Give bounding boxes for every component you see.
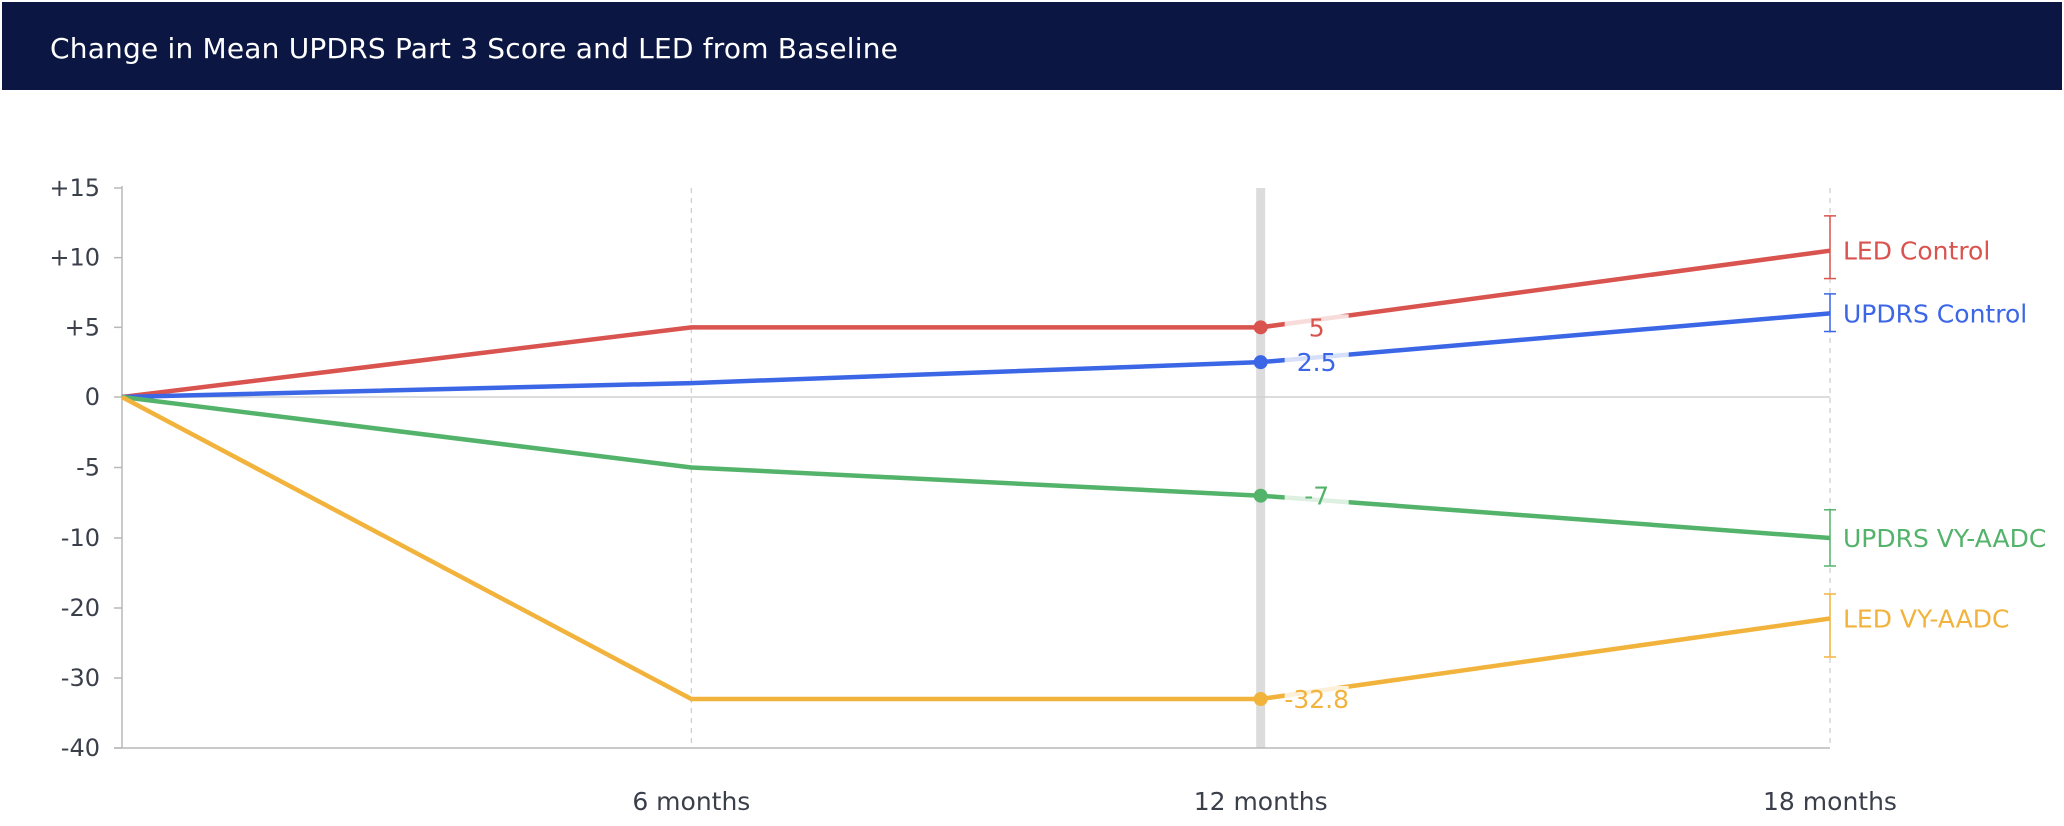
series-line-led-control: [121, 248, 1831, 400]
series-line-updrs-control: [121, 311, 1831, 400]
chart-title: Change in Mean UPDRS Part 3 Score and LE…: [50, 32, 899, 65]
y-tick-label: +10: [49, 244, 100, 272]
x-tick-label: 18 months: [1763, 787, 1897, 816]
y-tick-label: -40: [61, 734, 100, 762]
value-label-bg: [1284, 482, 1349, 509]
y-tick-label: -5: [76, 454, 100, 482]
y-tick-label: -20: [61, 594, 100, 622]
chart-grid: [122, 188, 1831, 748]
x-tick-label: 12 months: [1194, 787, 1328, 816]
series-name-led-control: LED Control: [1843, 237, 1990, 266]
chart-labels: 5 LED Control 2.5 UPDRS Control -7 UPDRS VY-A…: [1284, 237, 2046, 714]
y-tick-label: -10: [61, 524, 100, 552]
value-label-led-vy-aadc: -32.8: [1284, 685, 1349, 714]
value-label-bg: [1284, 686, 1349, 712]
series-name-updrs-control: UPDRS Control: [1843, 299, 2027, 328]
highlight-point-updrs-vy-aadc: [1253, 488, 1268, 503]
highlight-point-led-vy-aadc: [1253, 692, 1268, 706]
y-tick-label: -30: [61, 664, 100, 692]
y-tick-label: +5: [65, 313, 100, 341]
series-line-updrs-vy-aadc: [121, 394, 1831, 541]
highlight-point-led-control: [1253, 320, 1268, 335]
highlight-point-updrs-control: [1253, 355, 1268, 370]
value-label-bg: [1284, 349, 1349, 376]
series-name-updrs-vy-aadc: UPDRS VY-AADC: [1843, 524, 2046, 553]
x-tick-label: 6 months: [632, 787, 750, 816]
chart-axes: 6 months 12 months 18 months +15 +10 +5 0 -5 -10…: [49, 174, 1897, 816]
y-tick-label: +15: [49, 174, 100, 202]
value-label-updrs-vy-aadc: -7: [1304, 482, 1329, 511]
series-line-led-vy-aadc: [120, 395, 1831, 702]
value-label-led-control: 5: [1309, 313, 1325, 342]
chart-header: Change in Mean UPDRS Part 3 Score and LE…: [2, 2, 2062, 90]
value-label-updrs-control: 2.5: [1297, 348, 1337, 377]
series-name-led-vy-aadc: LED VY-AADC: [1843, 605, 2009, 634]
value-label-bg: [1284, 314, 1349, 341]
chart-series: [120, 215, 1836, 706]
y-tick-label: 0: [85, 383, 100, 411]
